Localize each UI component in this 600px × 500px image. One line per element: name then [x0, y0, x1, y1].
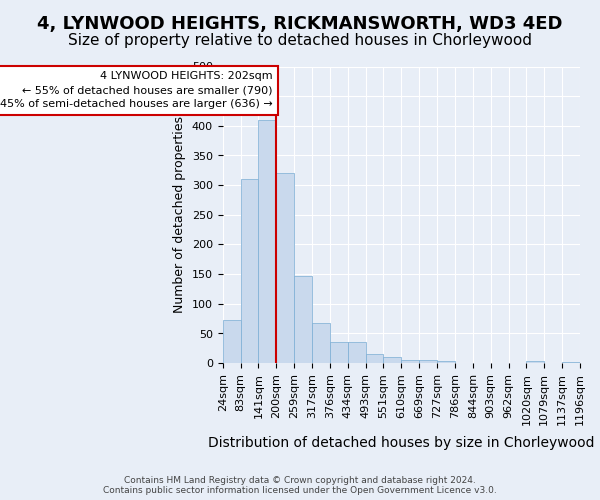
- Bar: [401, 360, 419, 363]
- Bar: [455, 362, 473, 363]
- Bar: [365, 354, 383, 363]
- Bar: [562, 362, 580, 363]
- Bar: [383, 356, 401, 363]
- Bar: [437, 361, 455, 363]
- X-axis label: Distribution of detached houses by size in Chorleywood: Distribution of detached houses by size …: [208, 436, 595, 450]
- Bar: [330, 342, 348, 363]
- Text: Contains HM Land Registry data © Crown copyright and database right 2024.
Contai: Contains HM Land Registry data © Crown c…: [103, 476, 497, 495]
- Bar: [348, 342, 365, 363]
- Text: 4, LYNWOOD HEIGHTS, RICKMANSWORTH, WD3 4ED: 4, LYNWOOD HEIGHTS, RICKMANSWORTH, WD3 4…: [37, 15, 563, 33]
- Bar: [294, 276, 312, 363]
- Bar: [276, 174, 294, 363]
- Text: Size of property relative to detached houses in Chorleywood: Size of property relative to detached ho…: [68, 32, 532, 48]
- Bar: [312, 323, 330, 363]
- Bar: [419, 360, 437, 363]
- Text: 4 LYNWOOD HEIGHTS: 202sqm
← 55% of detached houses are smaller (790)
45% of semi: 4 LYNWOOD HEIGHTS: 202sqm ← 55% of detac…: [0, 71, 272, 109]
- Bar: [259, 120, 276, 363]
- Y-axis label: Number of detached properties: Number of detached properties: [173, 116, 186, 314]
- Bar: [223, 320, 241, 363]
- Bar: [526, 362, 544, 363]
- Bar: [241, 178, 259, 363]
